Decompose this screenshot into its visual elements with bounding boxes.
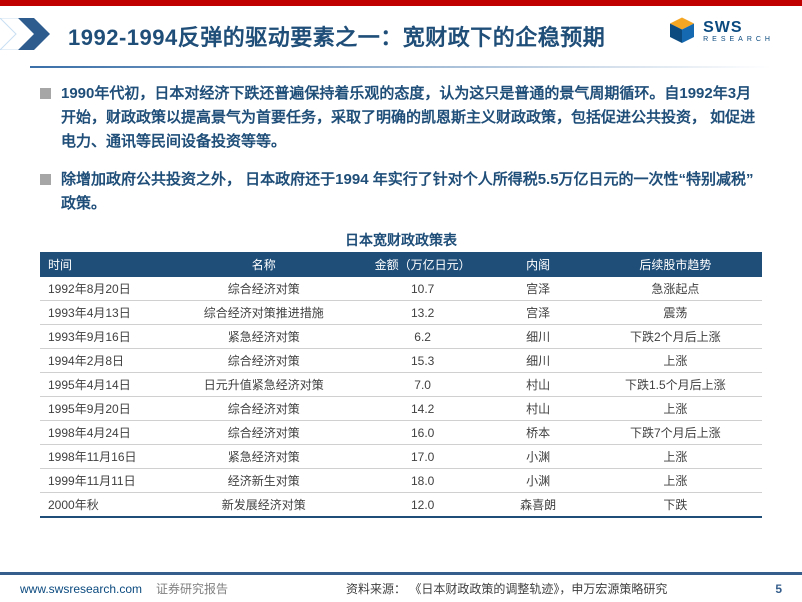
table-cell: 上涨 xyxy=(589,445,762,469)
footer-source: 资料来源： 《日本财政政策的调整轨迹》，申万宏源策略研究 xyxy=(258,580,755,597)
table-cell: 上涨 xyxy=(589,397,762,421)
table-row: 1999年11月11日经济新生对策18.0小渊上涨 xyxy=(40,469,762,493)
table-cell: 细川 xyxy=(488,325,589,349)
table-cell: 村山 xyxy=(488,373,589,397)
table-cell: 1995年9月20日 xyxy=(40,397,170,421)
table-col-header: 内阁 xyxy=(488,252,589,277)
table-cell: 下跌7个月后上涨 xyxy=(589,421,762,445)
table-cell: 震荡 xyxy=(589,301,762,325)
table-cell: 森喜朗 xyxy=(488,493,589,518)
table-title: 日本宽财政政策表 xyxy=(40,230,762,250)
header: 1992-1994反弹的驱动要素之一：宽财政下的企稳预期 SWS RESEARC… xyxy=(0,6,802,66)
table-cell: 经济新生对策 xyxy=(170,469,358,493)
table-cell: 下跌1.5个月后上涨 xyxy=(589,373,762,397)
table-cell: 18.0 xyxy=(358,469,488,493)
table-cell: 急涨起点 xyxy=(589,277,762,301)
table-cell: 桥本 xyxy=(488,421,589,445)
table-row: 1995年9月20日综合经济对策14.2村山上涨 xyxy=(40,397,762,421)
table-header: 时间名称金额（万亿日元）内阁后续股市趋势 xyxy=(40,252,762,277)
bullet-item: 除增加政府公共投资之外， 日本政府还于1994 年实行了针对个人所得税5.5万亿… xyxy=(40,168,762,216)
footer-page: 5 xyxy=(775,582,782,596)
table-cell: 小渊 xyxy=(488,469,589,493)
table-cell: 13.2 xyxy=(358,301,488,325)
table-cell: 小渊 xyxy=(488,445,589,469)
table-cell: 上涨 xyxy=(589,349,762,373)
table-cell: 下跌2个月后上涨 xyxy=(589,325,762,349)
table-cell: 上涨 xyxy=(589,469,762,493)
table-row: 1998年4月24日综合经济对策16.0桥本下跌7个月后上涨 xyxy=(40,421,762,445)
table-cell: 15.3 xyxy=(358,349,488,373)
table-cell: 2000年秋 xyxy=(40,493,170,518)
logo-text: SWS RESEARCH xyxy=(703,20,774,43)
table-cell: 综合经济对策 xyxy=(170,421,358,445)
table-cell: 6.2 xyxy=(358,325,488,349)
brand-logo: SWS RESEARCH xyxy=(667,16,774,46)
table-cell: 紧急经济对策 xyxy=(170,325,358,349)
table-cell: 综合经济对策 xyxy=(170,277,358,301)
logo-main: SWS xyxy=(703,20,774,36)
table-cell: 1993年4月13日 xyxy=(40,301,170,325)
table-row: 1995年4月14日日元升值紧急经济对策7.0村山下跌1.5个月后上涨 xyxy=(40,373,762,397)
table-cell: 综合经济对策推进措施 xyxy=(170,301,358,325)
main-content: 1990年代初，日本对经济下跌还普遍保持着乐观的态度，认为这只是普通的景气周期循… xyxy=(0,68,802,518)
table-cell: 日元升值紧急经济对策 xyxy=(170,373,358,397)
chevron-icon xyxy=(0,18,56,50)
table-cell: 1994年2月8日 xyxy=(40,349,170,373)
table-cell: 12.0 xyxy=(358,493,488,518)
policy-table: 时间名称金额（万亿日元）内阁后续股市趋势 1992年8月20日综合经济对策10.… xyxy=(40,252,762,518)
bullet-item: 1990年代初，日本对经济下跌还普遍保持着乐观的态度，认为这只是普通的景气周期循… xyxy=(40,82,762,154)
table-row: 1998年11月16日紧急经济对策17.0小渊上涨 xyxy=(40,445,762,469)
table-cell: 细川 xyxy=(488,349,589,373)
table-cell: 综合经济对策 xyxy=(170,349,358,373)
table-cell: 1998年11月16日 xyxy=(40,445,170,469)
table-col-header: 时间 xyxy=(40,252,170,277)
table-cell: 新发展经济对策 xyxy=(170,493,358,518)
table-cell: 下跌 xyxy=(589,493,762,518)
table-row: 2000年秋新发展经济对策12.0森喜朗下跌 xyxy=(40,493,762,518)
table-cell: 紧急经济对策 xyxy=(170,445,358,469)
table-cell: 1993年9月16日 xyxy=(40,325,170,349)
table-row: 1994年2月8日综合经济对策15.3细川上涨 xyxy=(40,349,762,373)
table-cell: 1995年4月14日 xyxy=(40,373,170,397)
logo-sub: RESEARCH xyxy=(703,36,774,43)
table-body: 1992年8月20日综合经济对策10.7宫泽急涨起点1993年4月13日综合经济… xyxy=(40,277,762,517)
cube-icon xyxy=(667,16,697,46)
footer-label: 证券研究报告 xyxy=(156,580,228,597)
table-cell: 7.0 xyxy=(358,373,488,397)
bullet-text: 除增加政府公共投资之外， 日本政府还于1994 年实行了针对个人所得税5.5万亿… xyxy=(61,168,762,216)
table-cell: 16.0 xyxy=(358,421,488,445)
footer-url: www.swsresearch.com xyxy=(20,582,142,596)
table-col-header: 金额（万亿日元） xyxy=(358,252,488,277)
table-cell: 综合经济对策 xyxy=(170,397,358,421)
table-col-header: 后续股市趋势 xyxy=(589,252,762,277)
square-bullet-icon xyxy=(40,174,51,185)
page-title: 1992-1994反弹的驱动要素之一：宽财政下的企稳预期 xyxy=(68,20,605,52)
table-cell: 宫泽 xyxy=(488,277,589,301)
table-cell: 1999年11月11日 xyxy=(40,469,170,493)
table-row: 1993年4月13日综合经济对策推进措施13.2宫泽震荡 xyxy=(40,301,762,325)
table-row: 1992年8月20日综合经济对策10.7宫泽急涨起点 xyxy=(40,277,762,301)
table-cell: 村山 xyxy=(488,397,589,421)
table-cell: 1998年4月24日 xyxy=(40,421,170,445)
table-cell: 10.7 xyxy=(358,277,488,301)
table-cell: 1992年8月20日 xyxy=(40,277,170,301)
footer: www.swsresearch.com 证券研究报告 资料来源： 《日本财政政策… xyxy=(0,572,802,602)
table-cell: 宫泽 xyxy=(488,301,589,325)
table-cell: 17.0 xyxy=(358,445,488,469)
table-row: 1993年9月16日紧急经济对策6.2细川下跌2个月后上涨 xyxy=(40,325,762,349)
bullet-text: 1990年代初，日本对经济下跌还普遍保持着乐观的态度，认为这只是普通的景气周期循… xyxy=(61,82,762,154)
square-bullet-icon xyxy=(40,88,51,99)
table-col-header: 名称 xyxy=(170,252,358,277)
table-cell: 14.2 xyxy=(358,397,488,421)
